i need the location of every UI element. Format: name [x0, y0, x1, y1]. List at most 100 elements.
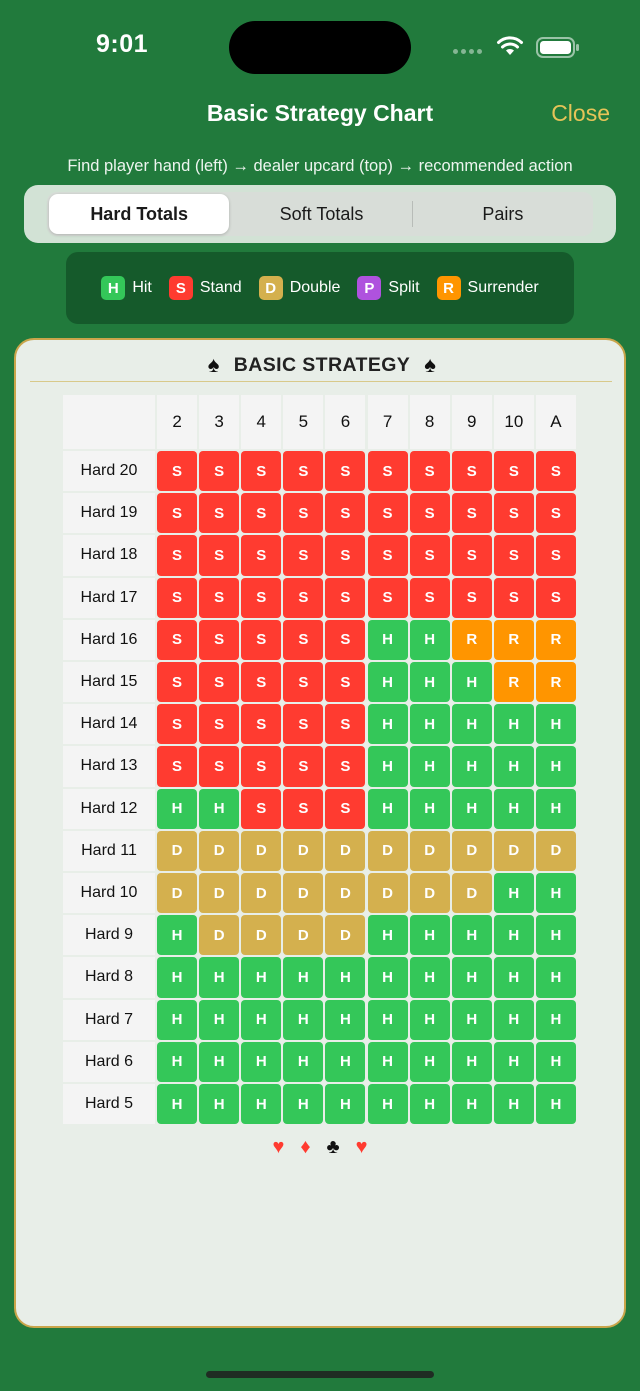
tab-hard-totals[interactable]: Hard Totals: [49, 194, 230, 234]
strategy-cell: S: [199, 577, 240, 618]
strategy-cell: H: [199, 1084, 240, 1125]
strategy-cell: S: [157, 493, 198, 534]
strategy-cell: H: [451, 704, 492, 745]
legend-badge: R: [436, 276, 461, 300]
strategy-cell: S: [325, 493, 366, 534]
strategy-cell: S: [157, 451, 198, 492]
strategy-cell: S: [199, 662, 240, 703]
row-label: Hard 8: [63, 957, 155, 998]
strategy-cell: H: [325, 1084, 366, 1125]
strategy-cell: S: [493, 577, 534, 618]
row-label: Hard 16: [63, 619, 155, 660]
legend-item-stand: S Stand: [168, 276, 242, 300]
strategy-cell: S: [241, 619, 282, 660]
strategy-cell: S: [199, 619, 240, 660]
strategy-cell: S: [157, 619, 198, 660]
legend-badge: D: [258, 276, 283, 300]
strategy-cell: D: [241, 915, 282, 956]
strategy-cell: H: [367, 999, 408, 1040]
home-indicator[interactable]: [206, 1371, 434, 1378]
strategy-cell: H: [409, 1084, 450, 1125]
strategy-cell: S: [325, 451, 366, 492]
close-button[interactable]: Close: [551, 100, 610, 126]
strategy-cell: H: [451, 1041, 492, 1082]
strategy-cell: D: [157, 830, 198, 871]
strategy-cell: H: [451, 915, 492, 956]
strategy-cell: S: [325, 704, 366, 745]
strategy-cell: S: [409, 451, 450, 492]
tab-pairs[interactable]: Pairs: [482, 203, 524, 224]
strategy-cell: R: [535, 662, 576, 703]
battery-icon: [536, 37, 579, 58]
strategy-cell: S: [199, 451, 240, 492]
tab-separator: [411, 201, 413, 227]
strategy-cell: H: [409, 662, 450, 703]
strategy-cell: S: [535, 535, 576, 576]
strategy-cell: H: [451, 957, 492, 998]
strategy-cell: H: [451, 1084, 492, 1125]
strategy-cell: H: [493, 1041, 534, 1082]
strategy-cell: H: [535, 704, 576, 745]
strategy-cell: S: [283, 451, 324, 492]
strategy-cell: D: [409, 830, 450, 871]
row-label: Hard 11: [63, 830, 155, 871]
strategy-cell: S: [241, 746, 282, 787]
strategy-cell: S: [199, 493, 240, 534]
legend-badge: H: [101, 276, 126, 300]
strategy-cell: H: [451, 999, 492, 1040]
strategy-cell: H: [241, 1041, 282, 1082]
strategy-cell: S: [535, 451, 576, 492]
strategy-cell: H: [493, 915, 534, 956]
strategy-cell: H: [493, 1084, 534, 1125]
strategy-cell: S: [241, 577, 282, 618]
strategy-cell: S: [199, 704, 240, 745]
legend-item-hit: H Hit: [101, 276, 152, 300]
strategy-cell: R: [493, 619, 534, 660]
strategy-cell: H: [367, 957, 408, 998]
strategy-cell: H: [157, 1041, 198, 1082]
strategy-cell: H: [493, 999, 534, 1040]
strategy-cell: H: [199, 957, 240, 998]
strategy-cell: S: [157, 662, 198, 703]
strategy-cell: R: [535, 619, 576, 660]
strategy-cell: H: [367, 746, 408, 787]
strategy-cell: H: [409, 788, 450, 829]
strategy-cell: H: [199, 1041, 240, 1082]
strategy-cell: S: [367, 451, 408, 492]
dealer-upcard-header: 5: [283, 395, 324, 449]
strategy-cell: D: [283, 830, 324, 871]
strategy-cell: R: [493, 662, 534, 703]
strategy-cell: H: [409, 999, 450, 1040]
row-label: Hard 10: [63, 873, 155, 914]
strategy-cell: R: [451, 619, 492, 660]
dealer-upcard-header: 2: [157, 395, 198, 449]
spade-icon: ♠: [207, 352, 220, 377]
dealer-upcard-header: 7: [367, 395, 408, 449]
strategy-cell: S: [367, 493, 408, 534]
strategy-cell: S: [409, 577, 450, 618]
strategy-cell: S: [283, 746, 324, 787]
strategy-cell: D: [283, 915, 324, 956]
strategy-cell: S: [241, 704, 282, 745]
strategy-cell: S: [283, 704, 324, 745]
legend-label: Hit: [132, 279, 152, 296]
row-label: Hard 9: [63, 915, 155, 956]
strategy-cell: H: [241, 957, 282, 998]
strategy-cell: H: [367, 1084, 408, 1125]
strategy-cell: H: [493, 788, 534, 829]
strategy-cell: H: [409, 915, 450, 956]
strategy-cell: H: [409, 1041, 450, 1082]
strategy-cell: D: [493, 830, 534, 871]
strategy-cell: H: [367, 619, 408, 660]
strategy-cell: H: [199, 999, 240, 1040]
strategy-cell: S: [325, 619, 366, 660]
strategy-cell: S: [241, 451, 282, 492]
tab-soft-totals[interactable]: Soft Totals: [279, 203, 364, 224]
strategy-cell: H: [283, 999, 324, 1040]
strategy-cell: H: [451, 746, 492, 787]
strategy-cell: S: [493, 493, 534, 534]
strategy-cell: H: [493, 704, 534, 745]
strategy-cell: S: [325, 577, 366, 618]
strategy-cell: H: [535, 788, 576, 829]
strategy-cell: D: [367, 873, 408, 914]
